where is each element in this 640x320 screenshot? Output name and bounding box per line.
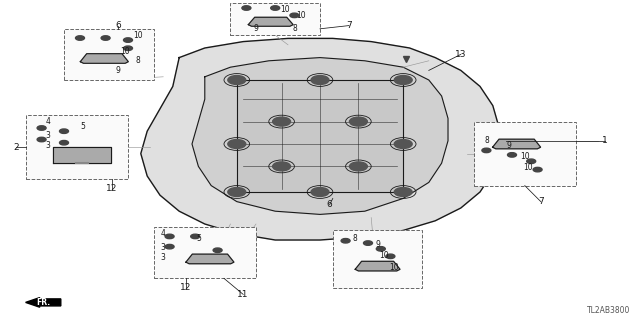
- Text: 10: 10: [388, 263, 399, 272]
- Circle shape: [228, 188, 246, 196]
- Bar: [64, 29, 154, 80]
- FancyArrow shape: [26, 298, 61, 307]
- Text: 7: 7: [346, 21, 351, 30]
- Bar: [154, 227, 256, 278]
- Bar: [333, 230, 422, 288]
- Text: 9: 9: [506, 141, 511, 150]
- Circle shape: [311, 76, 329, 84]
- Text: 10: 10: [120, 47, 130, 56]
- Circle shape: [271, 6, 280, 10]
- Text: 10: 10: [132, 31, 143, 40]
- Text: 13: 13: [455, 50, 467, 59]
- Circle shape: [213, 248, 222, 252]
- Bar: [230, 3, 320, 35]
- Text: TL2AB3800: TL2AB3800: [587, 306, 630, 315]
- Circle shape: [273, 117, 291, 126]
- Bar: [474, 122, 576, 186]
- Polygon shape: [141, 38, 499, 240]
- Circle shape: [386, 254, 395, 259]
- Text: 10: 10: [520, 152, 530, 161]
- Text: 11: 11: [237, 290, 249, 299]
- Circle shape: [60, 129, 68, 133]
- Text: 8: 8: [484, 136, 489, 145]
- Circle shape: [364, 241, 372, 245]
- Text: 3: 3: [45, 141, 51, 150]
- Circle shape: [60, 140, 68, 145]
- Text: 9: 9: [116, 66, 121, 75]
- Circle shape: [341, 238, 350, 243]
- Circle shape: [290, 13, 299, 18]
- Circle shape: [101, 36, 110, 40]
- Polygon shape: [192, 58, 448, 214]
- Text: 5: 5: [196, 234, 201, 243]
- Circle shape: [124, 38, 132, 42]
- Text: 5: 5: [81, 122, 86, 131]
- Circle shape: [37, 126, 46, 130]
- Circle shape: [349, 162, 367, 171]
- Circle shape: [273, 162, 291, 171]
- Text: 9: 9: [375, 240, 380, 249]
- Text: 3: 3: [161, 253, 166, 262]
- Polygon shape: [237, 80, 403, 192]
- Text: 9: 9: [253, 24, 259, 33]
- Circle shape: [228, 76, 246, 84]
- Text: 4: 4: [161, 229, 166, 238]
- Polygon shape: [53, 147, 111, 163]
- Circle shape: [242, 6, 251, 10]
- Circle shape: [165, 244, 174, 249]
- Circle shape: [165, 234, 174, 239]
- Bar: [26, 115, 128, 179]
- Circle shape: [394, 188, 412, 196]
- Polygon shape: [493, 139, 541, 149]
- Text: 7: 7: [538, 197, 543, 206]
- Circle shape: [311, 188, 329, 196]
- Circle shape: [124, 46, 132, 51]
- Circle shape: [508, 153, 516, 157]
- Text: 8: 8: [135, 56, 140, 65]
- Text: 8: 8: [292, 24, 297, 33]
- Circle shape: [349, 117, 367, 126]
- Circle shape: [191, 234, 200, 239]
- Circle shape: [37, 137, 46, 142]
- Text: 3: 3: [45, 132, 51, 140]
- Circle shape: [394, 76, 412, 84]
- Polygon shape: [355, 261, 400, 271]
- Text: 10: 10: [296, 12, 306, 20]
- Text: 12: 12: [106, 184, 118, 193]
- Polygon shape: [186, 254, 234, 264]
- Text: 4: 4: [45, 117, 51, 126]
- Text: 10: 10: [379, 252, 389, 260]
- Text: 6: 6: [327, 200, 332, 209]
- Circle shape: [76, 36, 84, 40]
- Text: 10: 10: [523, 164, 533, 172]
- Text: FR.: FR.: [36, 298, 51, 307]
- Circle shape: [228, 140, 246, 148]
- Text: 12: 12: [180, 284, 191, 292]
- Circle shape: [394, 140, 412, 148]
- Text: 1: 1: [602, 136, 607, 145]
- Text: 8: 8: [353, 234, 358, 243]
- Text: 3: 3: [161, 244, 166, 252]
- Circle shape: [376, 247, 385, 251]
- Polygon shape: [248, 17, 293, 26]
- Text: 10: 10: [280, 5, 290, 14]
- Circle shape: [482, 148, 491, 153]
- Text: 2: 2: [13, 143, 19, 152]
- Polygon shape: [81, 54, 129, 63]
- Circle shape: [527, 159, 536, 164]
- Text: 6: 6: [116, 21, 121, 30]
- Circle shape: [533, 167, 542, 172]
